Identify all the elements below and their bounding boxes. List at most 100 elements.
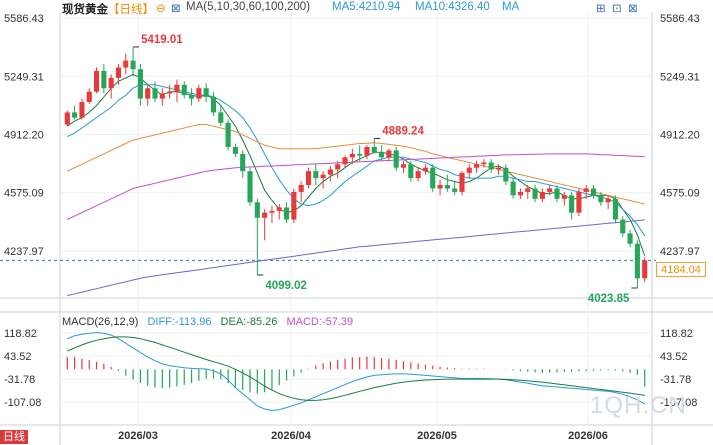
price-tick-label-right: 4575.09 — [660, 188, 700, 200]
price-annotations: 5419.01 4099.02 4889.24 4023.85 — [133, 34, 638, 305]
candle-body — [115, 67, 122, 78]
candle-body — [327, 169, 333, 175]
grid-lines — [0, 12, 713, 445]
candle-body — [108, 77, 114, 89]
macd-tick-label-right: 43.52 — [660, 351, 688, 363]
macd-header: MACD(26,12,9) DIFF:-113.96 DEA:-85.26 MA… — [62, 316, 359, 328]
ma-line-ma10 — [67, 84, 646, 237]
macd-diff: DIFF:-113.96 — [147, 316, 212, 328]
candle-body — [517, 191, 524, 196]
candle-body — [313, 171, 319, 179]
candle-body — [569, 195, 575, 213]
candle-body — [605, 198, 611, 203]
candle-body — [181, 84, 187, 96]
candle-body — [342, 157, 348, 165]
macd-panel — [66, 332, 646, 412]
axis-labels: 5586.43 5586.43 5249.31 5249.31 4912.20 4912.… — [4, 13, 700, 442]
candle-body — [437, 184, 443, 189]
candle-body — [269, 210, 275, 213]
candle-body — [232, 146, 238, 154]
candle-body — [474, 164, 480, 168]
candle-body — [284, 207, 290, 220]
price-tick-label-right: 4912.20 — [660, 130, 700, 142]
macd-tick-label-left: 118.82 — [4, 328, 37, 340]
candle-body — [101, 70, 107, 89]
macd-dea-line — [67, 336, 645, 401]
candle-body — [430, 167, 436, 189]
candle-body — [561, 195, 567, 199]
candle-body — [305, 171, 312, 185]
candle-body — [218, 112, 224, 123]
candle-body — [357, 153, 363, 156]
ma-line-ma60 — [67, 153, 645, 220]
ma-more-label: MA — [502, 1, 520, 13]
candle-body — [510, 181, 516, 196]
settings-toggle-icon[interactable]: ⊖ — [156, 3, 166, 15]
macd-label: MACD(26,12,9) — [62, 316, 139, 328]
candle-body — [627, 233, 633, 244]
candle-body — [532, 188, 538, 199]
candle-body — [123, 60, 129, 68]
candle-body — [86, 91, 92, 103]
candle-body — [503, 167, 509, 182]
macd-dea: DEA:-85.26 — [220, 316, 278, 328]
candle-body — [79, 102, 85, 118]
candle-body — [634, 243, 640, 279]
price-tick-label-right: 4237.97 — [660, 246, 700, 258]
candle-body — [459, 172, 465, 192]
candle-body — [547, 188, 553, 192]
candle-body — [320, 174, 326, 179]
candle-body — [452, 188, 458, 192]
candle-body — [145, 88, 151, 99]
candle-body — [262, 212, 268, 218]
candle-body — [130, 60, 136, 70]
ma-line-ma30 — [67, 124, 645, 205]
ma-label: MA(5,10,30,60,100,200) — [186, 1, 311, 13]
candle-body — [72, 112, 78, 118]
annotation-low: 4099.02 — [265, 280, 307, 292]
watermark: 1QH.CN — [590, 392, 687, 419]
candle-body — [349, 153, 355, 158]
candle-body — [386, 150, 392, 158]
date-tick-label: 2026/04 — [271, 430, 312, 442]
macd-diff-line — [67, 332, 645, 412]
candle-body — [298, 184, 304, 192]
close-icon[interactable]: ⊠ — [628, 3, 638, 15]
layout-grid-icon[interactable]: ⊞ — [596, 3, 606, 15]
candle-body — [488, 162, 494, 170]
fullscreen-icon[interactable]: ⊡ — [612, 3, 622, 15]
candle-body — [422, 167, 428, 172]
candle-body — [444, 184, 450, 189]
indicator-chart-icon[interactable]: ⊠ — [171, 3, 181, 15]
period-badge[interactable]: 日线 — [0, 430, 28, 444]
candle-body — [583, 188, 589, 192]
macd-tick-label-right: 118.82 — [660, 328, 693, 340]
candle-body — [554, 188, 560, 199]
candle-body — [276, 207, 282, 211]
candle-body — [576, 191, 582, 213]
current-price-badge: 4184.04 — [656, 262, 706, 277]
candle-body — [174, 84, 180, 92]
date-tick-label: 2026/05 — [417, 430, 457, 442]
ma10-value: MA10:4326.40 — [415, 1, 490, 13]
chart-header: 现货黄金 【日线】 ⊖ ⊠ MA(5,10,30,60,100,200) MA5… — [0, 0, 713, 16]
period-selector[interactable]: 【日线】 — [108, 4, 154, 16]
candle-body — [225, 122, 231, 147]
price-tick-label-right: 5249.31 — [660, 71, 700, 83]
candle-body — [335, 164, 341, 170]
candle-body — [525, 188, 531, 192]
candle-body — [188, 95, 195, 99]
candle-body — [254, 202, 260, 218]
price-tick-label-left: 4912.20 — [4, 130, 44, 142]
price-tick-label-left: 4237.97 — [4, 246, 44, 258]
candle-body — [159, 93, 165, 99]
macd-tick-label-left: 43.52 — [4, 351, 32, 363]
candle-body — [240, 153, 246, 172]
price-tick-label-left: 5586.43 — [4, 13, 44, 25]
candle-body — [400, 164, 407, 168]
moving-average-lines — [67, 73, 646, 297]
candle-body — [598, 195, 604, 203]
candle-body — [379, 152, 385, 158]
price-tick-label-right: 5586.43 — [660, 13, 700, 25]
